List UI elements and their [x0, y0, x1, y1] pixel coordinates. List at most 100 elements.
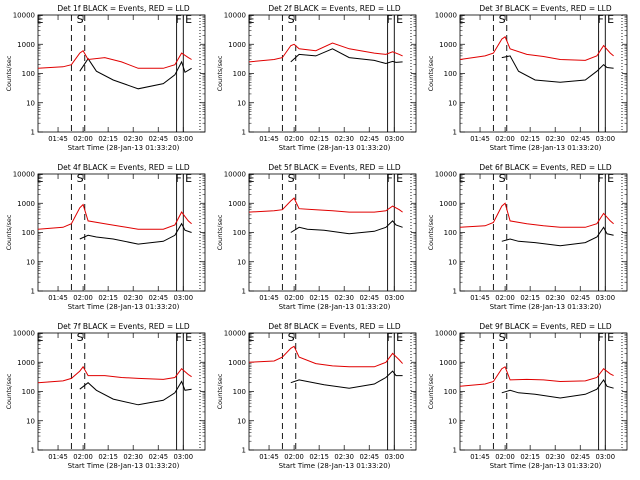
- y-tick-label: 100: [444, 229, 457, 237]
- x-tick-label: 02:45: [570, 294, 590, 302]
- y-tick-label: 1000: [228, 359, 246, 367]
- x-tick-label: 02:30: [334, 453, 354, 461]
- x-tick-label: 02:00: [495, 135, 515, 143]
- marker-label: E: [185, 331, 192, 344]
- events-series-line: [501, 378, 614, 399]
- lld-series-line: [37, 49, 192, 69]
- y-tick-label: 10: [26, 417, 35, 425]
- marker-label: E: [37, 331, 44, 344]
- x-tick-label: 01:45: [48, 453, 68, 461]
- marker-label: E: [459, 13, 466, 26]
- x-tick-label: 02:45: [359, 294, 379, 302]
- y-tick-label: 10: [237, 258, 246, 266]
- marker-label: E: [185, 172, 192, 185]
- x-tick-label: 02:00: [73, 453, 93, 461]
- x-tick-label: 02:15: [309, 453, 329, 461]
- x-tick-label: 02:30: [545, 135, 565, 143]
- marker-label: F: [386, 331, 392, 344]
- x-tick-label: 02:30: [123, 453, 143, 461]
- x-tick-label: 01:45: [48, 294, 68, 302]
- panel-title: Det 4f BLACK = Events, RED = LLD: [57, 163, 190, 172]
- y-tick-label: 100: [233, 388, 246, 396]
- y-tick-label: 1000: [439, 359, 457, 367]
- x-tick-label: 02:45: [148, 453, 168, 461]
- y-tick-label: 100: [233, 229, 246, 237]
- y-tick-label: 1: [242, 447, 246, 455]
- panel-7: Det 7f BLACK = Events, RED = LLD 1 10 100 10…: [5, 322, 206, 470]
- y-tick-label: 1: [453, 288, 457, 296]
- x-axis-title: Start Time (28-Jan-13 01:33:20): [279, 144, 391, 152]
- panel-title: Det 8f BLACK = Events, RED = LLD: [268, 322, 401, 331]
- y-axis-title: Counts/sec: [5, 373, 13, 409]
- panel-title: Det 2f BLACK = Events, RED = LLD: [268, 4, 401, 13]
- y-tick-label: 100: [444, 70, 457, 78]
- y-tick-label: 100: [233, 70, 246, 78]
- y-tick-label: 10000: [13, 12, 35, 20]
- marker-label: F: [175, 331, 181, 344]
- x-tick-label: 02:15: [520, 453, 540, 461]
- plot-frame: [248, 332, 417, 451]
- x-axis-title: Start Time (28-Jan-13 01:33:20): [490, 144, 602, 152]
- y-tick-label: 10000: [224, 12, 246, 20]
- x-tick-label: 02:30: [123, 135, 143, 143]
- x-tick-label: 01:45: [259, 135, 279, 143]
- y-tick-label: 1: [453, 447, 457, 455]
- y-tick-label: 10: [448, 258, 457, 266]
- y-tick-label: 10000: [13, 330, 35, 338]
- y-tick-label: 100: [22, 388, 35, 396]
- marker-label: S: [77, 331, 84, 344]
- x-tick-label: 03:00: [173, 135, 193, 143]
- plot-frame: [248, 14, 417, 133]
- x-axis-title: Start Time (28-Jan-13 01:33:20): [490, 303, 602, 311]
- x-tick-label: 03:00: [173, 453, 193, 461]
- plot-frame: [248, 173, 417, 292]
- x-tick-label: 01:45: [48, 135, 68, 143]
- y-tick-label: 10: [237, 417, 246, 425]
- x-tick-label: 02:45: [359, 135, 379, 143]
- panel-title: Det 6f BLACK = Events, RED = LLD: [479, 163, 612, 172]
- marker-label: E: [37, 13, 44, 26]
- marker-label: F: [597, 172, 603, 185]
- panel-3: Det 3f BLACK = Events, RED = LLD 1 10 100 10…: [427, 4, 628, 152]
- x-tick-label: 01:45: [259, 294, 279, 302]
- marker-label: S: [499, 172, 506, 185]
- x-tick-label: 01:45: [259, 453, 279, 461]
- marker-label: S: [77, 172, 84, 185]
- panel-1: Det 1f BLACK = Events, RED = LLD 1 10 100 10…: [5, 4, 206, 152]
- marker-label: E: [396, 331, 403, 344]
- marker-label: E: [248, 172, 255, 185]
- lld-series-line: [248, 197, 403, 213]
- y-axis-title: Counts/sec: [216, 373, 224, 409]
- x-tick-label: 02:45: [148, 294, 168, 302]
- marker-label: F: [386, 13, 392, 26]
- x-tick-label: 01:45: [470, 453, 490, 461]
- y-tick-label: 1000: [228, 41, 246, 49]
- events-series-line: [79, 57, 192, 90]
- x-tick-label: 02:15: [98, 453, 118, 461]
- y-axis-title: Counts/sec: [216, 55, 224, 91]
- y-axis-title: Counts/sec: [5, 214, 13, 250]
- y-tick-label: 1000: [228, 200, 246, 208]
- x-tick-label: 02:00: [495, 294, 515, 302]
- events-series-line: [290, 370, 403, 389]
- x-tick-label: 02:00: [284, 135, 304, 143]
- x-tick-label: 02:15: [520, 294, 540, 302]
- y-tick-label: 10: [448, 99, 457, 107]
- y-axis-title: Counts/sec: [5, 55, 13, 91]
- y-tick-label: 1000: [439, 200, 457, 208]
- marker-label: E: [396, 13, 403, 26]
- lld-series-line: [459, 366, 614, 387]
- x-tick-label: 02:00: [284, 294, 304, 302]
- y-tick-label: 1: [453, 129, 457, 137]
- panel-8: Det 8f BLACK = Events, RED = LLD 1 10 100 10…: [216, 322, 417, 470]
- x-tick-label: 03:00: [595, 135, 615, 143]
- y-tick-label: 1000: [439, 41, 457, 49]
- plot-frame: [37, 332, 206, 451]
- x-tick-label: 02:00: [73, 135, 93, 143]
- lld-series-line: [248, 345, 403, 368]
- y-tick-label: 10000: [435, 330, 457, 338]
- x-tick-label: 02:15: [309, 135, 329, 143]
- y-tick-label: 10000: [224, 171, 246, 179]
- marker-label: S: [288, 13, 295, 26]
- plot-frame: [459, 14, 628, 133]
